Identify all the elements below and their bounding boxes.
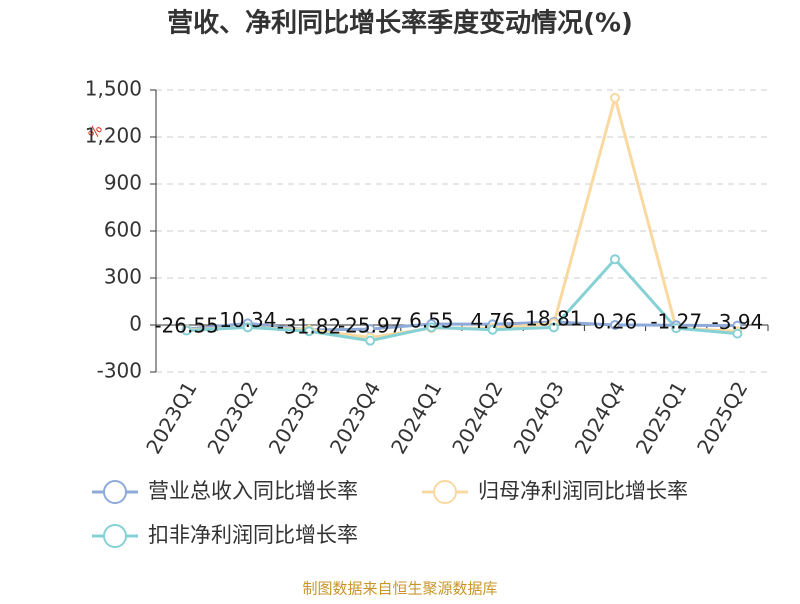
point [671,323,682,334]
legend-label: 扣非净利润同比增长率 [148,523,358,547]
x-tick-label: 2023Q2 [202,377,262,458]
x-tick-label: 2023Q4 [325,377,385,458]
data-label: -26.55 [154,314,218,338]
point [487,324,498,335]
legend-marker [103,480,127,504]
y-tick-label: 900 [104,171,142,195]
point [732,328,743,339]
point [181,325,192,336]
point [548,322,559,333]
y-tick-label: 0 [129,312,142,336]
data-label: -25.97 [338,314,402,338]
point [610,319,620,330]
point [365,335,376,346]
data-label: -3.94 [712,310,764,334]
source-note: 制图数据来自恒生聚源数据库 [302,580,497,598]
point [610,92,620,103]
y-tick-label: 300 [104,265,142,289]
x-tick-label: 2024Q1 [386,377,446,458]
data-label: -1.27 [650,310,702,334]
x-tick-label: 2024Q3 [508,377,568,458]
point [242,322,253,333]
x-tick-label: 2023Q3 [264,377,324,458]
data-label: 10.34 [219,308,276,332]
data-label: 0.26 [593,309,638,333]
data-label: 18.81 [525,307,582,331]
point [426,322,437,333]
x-tick-label: 2023Q1 [141,377,201,458]
data-label: 6.55 [409,308,454,332]
data-label: -31.82 [277,314,341,338]
y-tick-label: 1,500 [85,77,142,101]
legend-label: 归母净利润同比增长率 [478,479,688,503]
chart-title: 营收、净利同比增长率季度变动情况(%) [167,8,633,39]
y-tick-label: -300 [97,359,142,383]
point [610,254,620,265]
legend-marker [103,524,127,548]
legend-marker [433,480,457,504]
x-tick-label: 2025Q2 [692,377,752,458]
y-tick-label: 1,200 [85,124,142,148]
x-tick-label: 2024Q4 [570,377,630,458]
point [304,326,314,337]
series-line [186,92,738,340]
series-line [186,256,738,343]
legend-label: 营业总收入同比增长率 [148,479,358,503]
x-tick-label: 2024Q2 [447,377,507,458]
y-tick-label: 600 [104,218,142,242]
data-label: 4.76 [470,309,515,333]
series-line [186,320,738,332]
x-tick-label: 2025Q1 [631,377,691,458]
